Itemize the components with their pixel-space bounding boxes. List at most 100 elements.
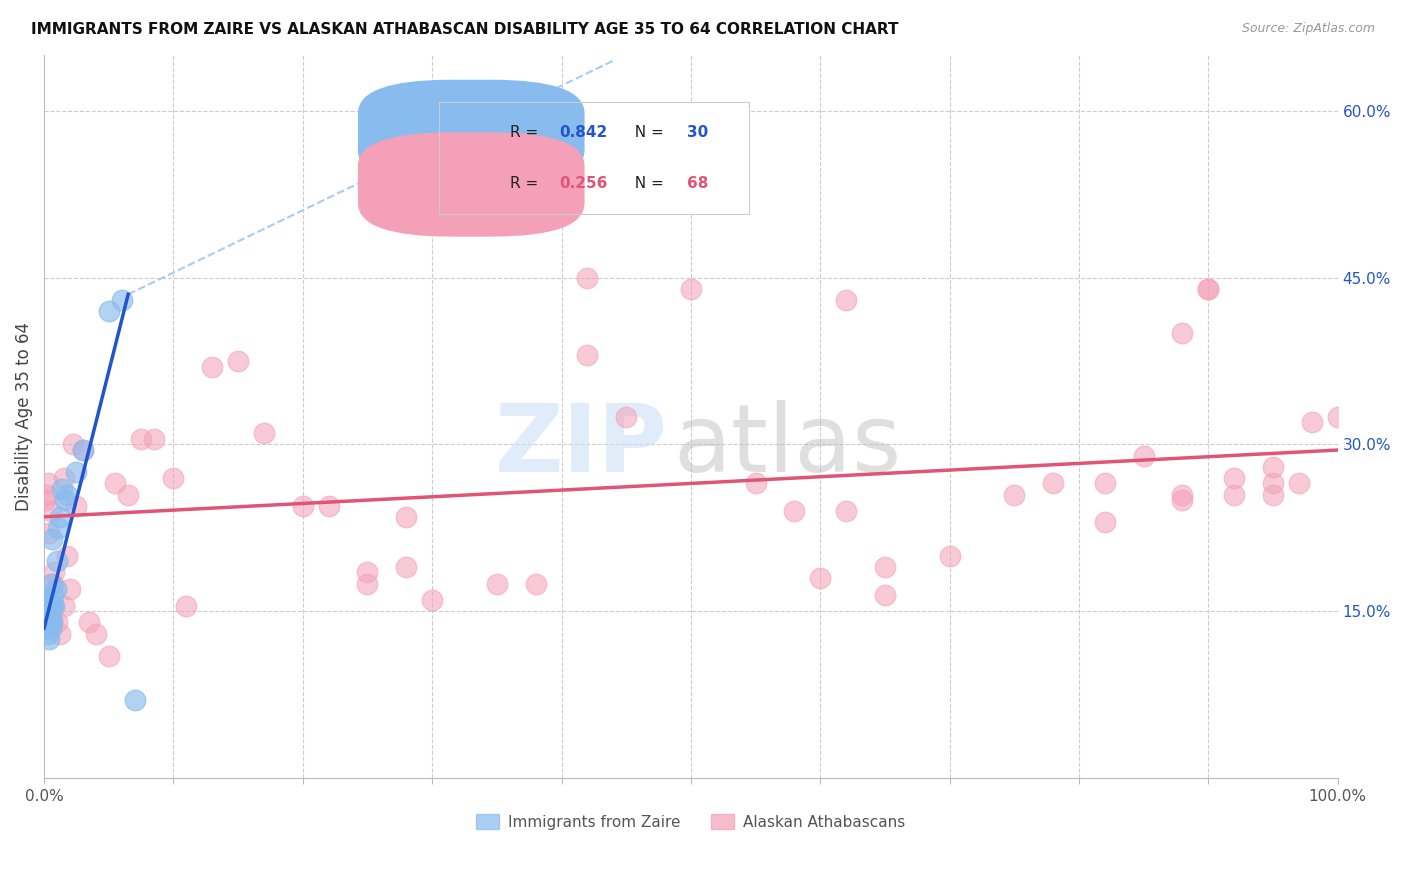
Point (44, 566, 66, 580)
Point (72, 443, 94, 458)
Point (46, 554, 69, 568)
Point (1223, 487, 1246, 501)
Point (485, 576, 508, 591)
Point (34, 493, 56, 508)
Text: atlas: atlas (673, 400, 903, 491)
Point (226, 354, 249, 368)
Point (37, 599, 59, 613)
Point (1197, 282, 1219, 296)
Point (143, 432, 166, 446)
Point (1223, 471, 1246, 485)
Point (41, 615, 63, 630)
Point (34, 621, 56, 635)
Point (38, 632, 60, 647)
Point (41, 532, 63, 546)
Point (35, 615, 58, 630)
Point (1094, 516, 1116, 530)
Point (356, 566, 378, 580)
Point (39, 610, 62, 624)
Point (42, 599, 65, 613)
Point (97, 304, 120, 318)
Point (1171, 493, 1194, 508)
Point (79, 615, 101, 630)
Text: Source: ZipAtlas.com: Source: ZipAtlas.com (1241, 22, 1375, 36)
Point (51, 482, 73, 496)
Point (37, 476, 59, 491)
Point (873, 559, 896, 574)
Point (420, 593, 443, 607)
Point (41, 615, 63, 630)
Point (1197, 282, 1219, 296)
Point (46, 615, 69, 630)
Point (117, 487, 139, 501)
Point (35, 487, 58, 501)
Point (48, 626, 70, 640)
Point (45, 582, 67, 596)
Point (679, 282, 702, 296)
Point (38, 593, 60, 607)
Point (62, 437, 84, 451)
Point (744, 476, 766, 491)
Point (129, 432, 152, 446)
Point (84, 626, 107, 640)
Point (39, 576, 62, 591)
Point (1132, 449, 1154, 463)
Point (52, 599, 75, 613)
Point (524, 576, 547, 591)
Point (395, 509, 418, 524)
Point (111, 293, 134, 307)
Point (1326, 409, 1348, 424)
Point (37, 626, 59, 640)
Legend: Immigrants from Zaire, Alaskan Athabascans: Immigrants from Zaire, Alaskan Athabasca… (470, 807, 911, 836)
Point (614, 409, 637, 424)
Point (35, 610, 58, 624)
Point (44, 599, 66, 613)
Point (176, 599, 198, 613)
Point (162, 471, 184, 485)
Point (1171, 326, 1194, 341)
Point (318, 499, 340, 513)
Point (59, 582, 82, 596)
Point (938, 549, 960, 563)
Point (65, 465, 87, 479)
Y-axis label: Disability Age 35 to 64: Disability Age 35 to 64 (15, 322, 32, 511)
Point (39, 504, 62, 518)
Point (253, 426, 276, 441)
Point (1094, 476, 1116, 491)
Point (53, 493, 76, 508)
Point (835, 504, 858, 518)
Point (38, 526, 60, 541)
Point (39, 599, 62, 613)
Point (1171, 487, 1194, 501)
Point (104, 476, 127, 491)
Point (48, 509, 70, 524)
Point (65, 499, 87, 513)
Point (808, 571, 831, 585)
Point (52, 471, 75, 485)
Point (56, 549, 79, 563)
Point (201, 359, 224, 374)
Point (356, 576, 378, 591)
Text: IMMIGRANTS FROM ZAIRE VS ALASKAN ATHABASCAN DISABILITY AGE 35 TO 64 CORRELATION : IMMIGRANTS FROM ZAIRE VS ALASKAN ATHABAS… (31, 22, 898, 37)
Point (46, 521, 69, 535)
Point (291, 499, 314, 513)
Point (1261, 476, 1284, 491)
Point (395, 559, 418, 574)
Point (1261, 487, 1284, 501)
Point (39, 621, 62, 635)
Point (835, 293, 858, 307)
Point (576, 270, 599, 285)
Point (56, 487, 79, 501)
Point (42, 576, 65, 591)
Point (97, 648, 120, 663)
Text: ZIP: ZIP (495, 400, 668, 491)
Point (37, 621, 59, 635)
Point (72, 443, 94, 458)
Point (124, 693, 146, 707)
Point (38, 615, 60, 630)
Point (1301, 415, 1323, 429)
Point (42, 588, 65, 602)
Point (1002, 487, 1025, 501)
Point (1261, 459, 1284, 474)
Point (1042, 476, 1064, 491)
